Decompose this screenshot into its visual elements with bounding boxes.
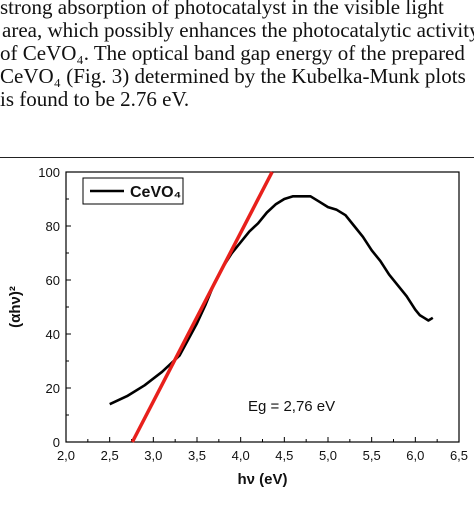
paragraph: strong absorption of photocatalyst in th…	[0, 0, 474, 111]
x-tick-label: 6,5	[450, 448, 468, 463]
eg-annotation: Eg = 2,76 eV	[248, 398, 335, 415]
text-line: of CeVO₄. The optical band gap energy of…	[0, 42, 474, 65]
x-axis-label: hν (eV)	[237, 471, 287, 488]
y-axis-label: (αhν)²	[7, 286, 24, 328]
text-line-0: strong absorption of photocatalyst in th…	[0, 0, 444, 19]
y-tick-label: 60	[46, 273, 60, 288]
text-line: strong absorption of photocatalyst in th…	[0, 0, 474, 19]
x-tick-label: 6,0	[406, 448, 424, 463]
cevo4-absorption-curve	[109, 194, 434, 406]
x-tick-label: 5,0	[319, 448, 337, 463]
figure-divider	[0, 157, 474, 158]
y-tick-label: 100	[38, 165, 60, 180]
x-tick-label: 2,0	[57, 448, 75, 463]
linear-fit-line	[130, 171, 274, 443]
text-line: area, which possibly enhances the photoc…	[0, 19, 474, 42]
text-line-2: of CeVO₄. The optical band gap energy of…	[0, 41, 465, 65]
band-gap-chart: 2,0 2,5 3,0 3,5 4,0 4,5 5,0 5,5 6,0 6,5 0 20 40 60 80 1…	[7, 165, 468, 488]
text-line: CeVO₄ (Fig. 3) determined by the Kubelka…	[0, 65, 474, 88]
x-tick-label: 3,0	[144, 448, 162, 463]
x-tick-label: 5,5	[363, 448, 381, 463]
text-line: is found to be 2.76 eV.	[0, 88, 474, 111]
x-tick-label: 4,0	[232, 448, 250, 463]
x-tick-label: 3,5	[188, 448, 206, 463]
series	[109, 171, 434, 443]
text-line-4: is found to be 2.76 eV.	[0, 87, 190, 111]
y-tick-label: 80	[46, 219, 60, 234]
tick-labels: 2,0 2,5 3,0 3,5 4,0 4,5 5,0 5,5 6,0 6,5 0 20 40 60 80 1…	[38, 165, 468, 463]
y-tick-label: 0	[53, 435, 60, 450]
y-tick-label: 20	[46, 381, 60, 396]
text-line-1: area, which possibly enhances the photoc…	[2, 18, 474, 42]
text-line-3: CeVO₄ (Fig. 3) determined by the Kubelka…	[0, 64, 466, 88]
legend-label: CeVO₄	[130, 184, 181, 201]
x-tick-label: 2,5	[101, 448, 119, 463]
y-tick-label: 40	[46, 327, 60, 342]
legend: CeVO₄	[82, 177, 184, 205]
x-tick-label: 4,5	[275, 448, 293, 463]
